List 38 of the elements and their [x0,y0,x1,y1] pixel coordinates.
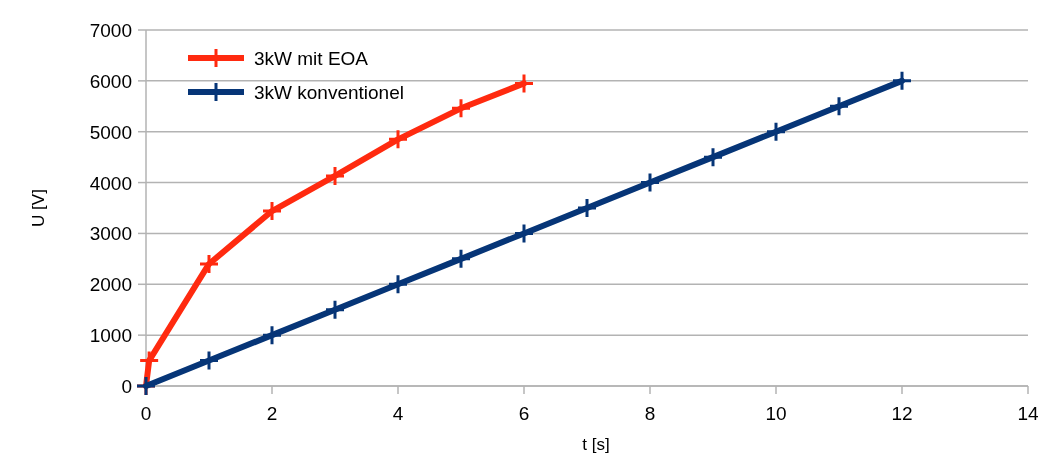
x-tick-label: 4 [392,403,404,424]
point [513,222,535,244]
point [891,70,913,92]
point [576,197,598,219]
point [450,248,472,270]
point [828,95,850,117]
y-tick-label: 4000 [89,172,132,194]
point [198,350,220,372]
legend-label: 3kW mit EOA [254,48,369,69]
point [765,121,787,143]
legend-label: 3kW konventionel [254,82,404,103]
x-tick-label: 8 [644,403,656,424]
point [261,200,283,222]
y-tick-label: 2000 [89,274,132,296]
point [387,128,409,150]
point [198,253,220,275]
point [324,299,346,321]
x-tick-label: 10 [765,403,787,424]
y-tick-label: 0 [121,376,132,397]
point [450,97,472,119]
x-axis-title: t [s] [582,435,610,454]
point [324,165,346,187]
y-tick-label: 5000 [89,121,132,143]
point [261,324,283,346]
point [639,172,661,194]
x-tick-label: 12 [891,403,913,424]
y-tick-label: 3000 [89,223,132,245]
x-tick-label: 14 [1017,403,1039,424]
point [513,72,535,94]
x-tick-label: 2 [266,403,278,424]
x-tick-label: 6 [518,403,530,424]
point [702,146,724,168]
x-tick-label: 0 [140,403,152,424]
y-tick-label: 1000 [89,325,132,347]
point [387,273,409,295]
y-axis-title: U [V] [29,189,48,227]
y-tick-label: 6000 [89,70,132,92]
y-tick-label: 7000 [89,20,132,41]
